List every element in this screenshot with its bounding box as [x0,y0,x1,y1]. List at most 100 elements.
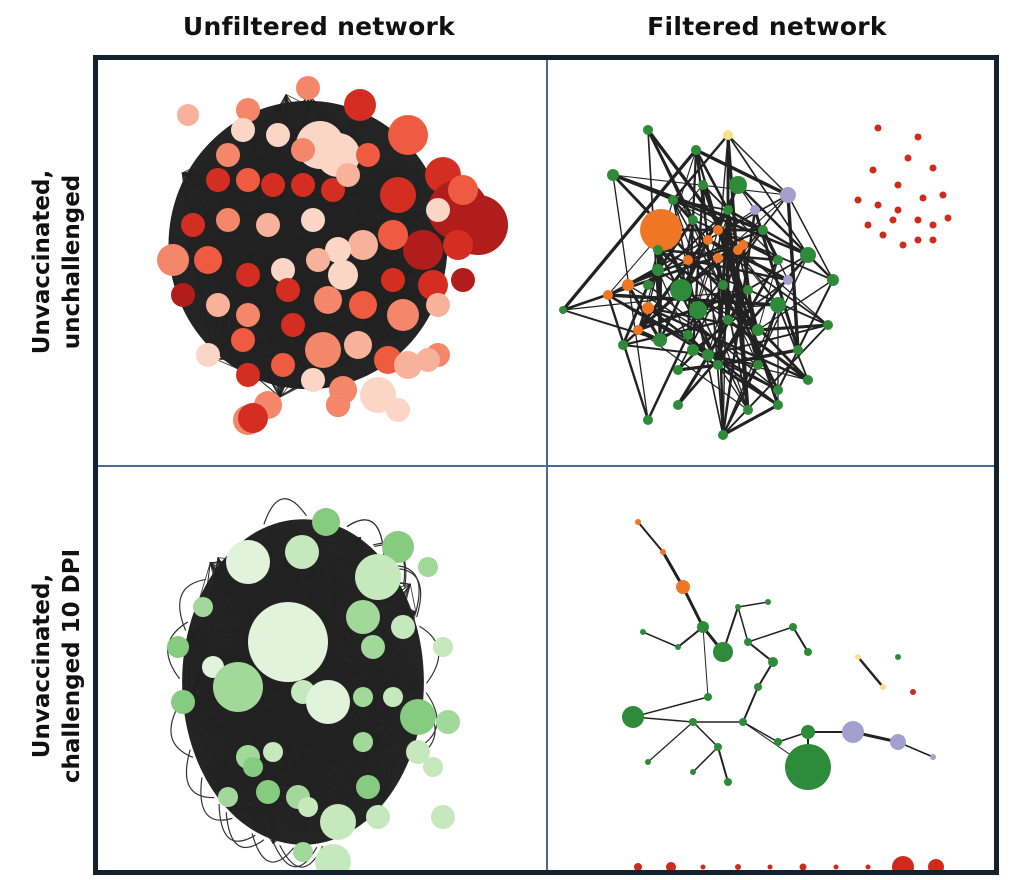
network-node [388,115,428,155]
network-node [213,662,263,712]
network-node [643,125,653,135]
network-edge [228,216,294,333]
network-edge [228,179,269,288]
network-edge [285,94,329,117]
network-node [704,693,712,701]
network-edge [264,557,267,817]
network-node [774,738,782,746]
network-node [718,430,728,440]
network-node [640,629,646,635]
network-edge [204,724,357,741]
network-node [218,787,238,807]
network-node [361,635,385,659]
row-label-bottom-line1: Unvaccinated, [29,573,55,759]
network-node [713,253,723,263]
isolated-node [929,236,937,244]
isolated-node [864,221,872,229]
network-edge [646,306,810,382]
network-node [325,237,351,263]
network-node [291,138,315,162]
network-node [691,145,701,155]
isolated-node [874,201,882,209]
network-node [640,209,682,251]
network-edge [747,626,794,643]
network-node [236,98,260,122]
network-node [723,130,733,140]
network-node [735,604,741,610]
network-node [216,208,240,232]
network-node [668,195,678,205]
network-unfiltered-unchallenged [157,76,508,435]
network-node [378,220,408,250]
network-edge [611,173,810,382]
network-node [400,699,436,735]
network-node [773,385,783,395]
network-edge [253,823,306,832]
network-filtered-unchallenged [559,124,952,440]
network-node [723,315,733,325]
panel-unfiltered-unchallenged [98,60,546,465]
network-node [714,743,722,751]
network-edge [717,746,729,783]
network-node [231,328,255,352]
network-node [633,325,643,335]
network-node [801,725,815,739]
network-edge [220,759,319,786]
isolated-node [894,181,902,189]
network-edge [294,723,392,813]
network-loop-edge [251,833,295,863]
network-edge [311,543,384,748]
network-node [194,246,222,274]
network-edge [787,194,834,281]
network-loop-edge [225,812,265,849]
network-node [768,657,778,667]
network-edge [226,179,230,313]
network-edge [283,723,323,732]
network-node [181,213,205,237]
network-node [451,268,475,292]
network-node [785,744,831,790]
network-edge [211,727,255,825]
network-node [433,637,453,657]
network-node [291,173,315,197]
network-node [713,642,733,662]
node-group [622,519,936,790]
network-node [380,177,416,213]
network-edge [199,733,226,750]
panel-filtered-unchallenged [548,60,994,465]
network-node [827,274,839,286]
network-node [652,264,664,276]
network-edge [315,537,339,573]
network-node [426,198,450,222]
network-edge [229,156,262,281]
network-edge [251,105,279,170]
network-node [336,163,360,187]
network-node [305,332,341,368]
network-node [298,797,318,817]
network-edge [284,555,392,725]
network-edge [726,318,810,382]
network-edge [621,283,650,347]
column-header-filtered: Filtered network [647,12,887,41]
network-edge [332,649,411,733]
network-edge [277,105,349,361]
network-edge [606,293,650,422]
network-edge [181,172,222,203]
network-node [426,293,450,317]
network-edge [217,557,226,750]
network-node [206,293,230,317]
network-edge [352,706,363,737]
node-group [167,508,460,870]
network-edge [722,254,809,436]
network-node [360,377,396,413]
network-node [910,689,916,695]
network-node [642,302,654,314]
network-node [301,368,325,392]
network-node [171,690,195,714]
network-node [353,732,373,752]
network-node [418,557,438,577]
network-edge [187,574,245,637]
isolated-node [735,864,741,870]
network-node [248,602,328,682]
network-node [702,349,714,361]
